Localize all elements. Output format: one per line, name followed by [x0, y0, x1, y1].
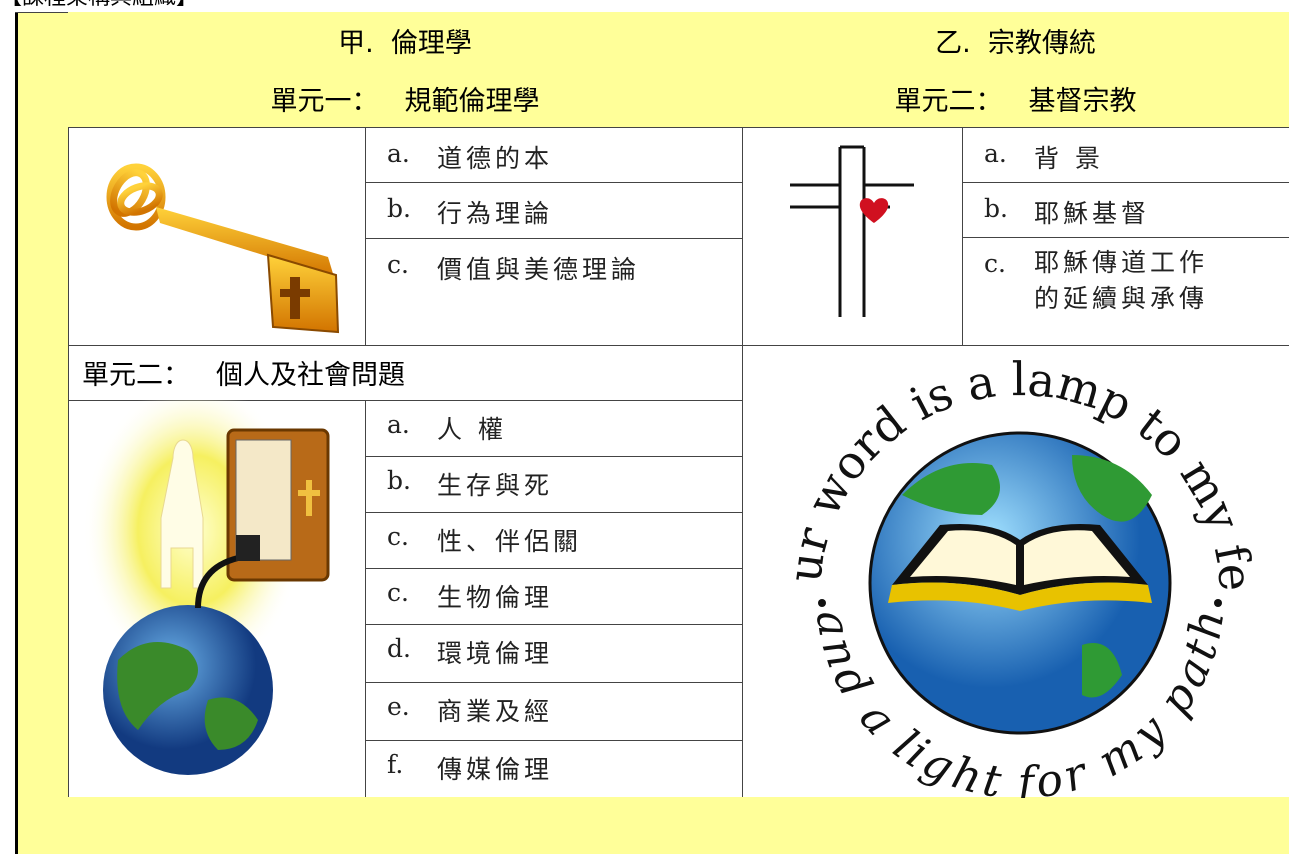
- section-heading: 乙. 宗教傳統: [742, 12, 1289, 70]
- item-letter: b.: [387, 194, 411, 223]
- item: c. 性、伴侶關: [365, 512, 743, 569]
- unit-name: 個人及社會問題: [216, 360, 405, 391]
- item-text: 人 權: [437, 415, 507, 444]
- item: a. 道德的本: [365, 127, 743, 183]
- item-text: 生物倫理: [437, 583, 554, 612]
- page-title: 【課程架構與組織】: [0, 0, 198, 10]
- item-text: 性、伴侶關: [437, 527, 583, 556]
- item: f. 傳媒倫理: [365, 740, 743, 798]
- left-margin: [15, 12, 69, 854]
- section-heading: 甲. 倫理學: [68, 12, 743, 70]
- item-letter: b.: [387, 466, 411, 495]
- item-letter: c.: [387, 522, 409, 551]
- item: b. 行為理論: [365, 182, 743, 239]
- item: e. 商業及經: [365, 682, 743, 741]
- footer-row: [68, 797, 1289, 854]
- unit-name: 規範倫理學: [404, 85, 540, 117]
- item-letter: e.: [387, 692, 410, 721]
- person-outlet-icon: [83, 400, 330, 775]
- item: d. 環境倫理: [365, 624, 743, 683]
- key-icon: [106, 163, 340, 334]
- unit-heading: 單元二： 個人及社會問題: [68, 345, 743, 401]
- item: b. 耶穌基督: [962, 182, 1289, 238]
- unit-heading: 單元一： 規範倫理學: [68, 69, 743, 128]
- item: a. 人 權: [365, 400, 743, 457]
- item: c. 生物倫理: [365, 568, 743, 625]
- item-text: 傳媒倫理: [437, 755, 554, 784]
- item-text: 行為理論: [437, 199, 554, 228]
- item-letter: b.: [984, 194, 1008, 223]
- unit-name: 基督宗教: [1028, 85, 1137, 117]
- image-cell: [742, 127, 963, 346]
- item-text: 價值與美德理論: [437, 255, 641, 284]
- item-letter: d.: [387, 634, 411, 663]
- item: b. 生存與死: [365, 456, 743, 513]
- item-letter: a.: [387, 410, 410, 439]
- emblem: Your word is a lamp to my feet and a lig…: [742, 345, 1263, 798]
- cross-icon: [790, 145, 914, 317]
- item-text: 商業及經: [437, 697, 554, 726]
- item: c. 價值與美德理論: [365, 238, 743, 346]
- item-text: 耶穌傳道工作的延續與承傳: [1034, 248, 1209, 313]
- item-letter: a.: [387, 139, 410, 168]
- item: c. 耶穌傳道工作的延續與承傳: [962, 237, 1289, 346]
- item-text: 生存與死: [437, 471, 554, 500]
- item-letter: c.: [387, 250, 409, 279]
- image-cell: [68, 127, 366, 346]
- item-text: 環境倫理: [437, 639, 554, 668]
- unit-heading: 單元二： 基督宗教: [742, 69, 1289, 128]
- unit-label: 單元一：: [270, 85, 379, 117]
- item: a. 背 景: [962, 127, 1289, 183]
- item-text: 背 景: [1034, 144, 1104, 173]
- unit-label: 單元二：: [82, 360, 190, 391]
- item-text: 道德的本: [437, 144, 554, 173]
- item-letter: f.: [387, 750, 404, 779]
- item-text: 耶穌基督: [1034, 199, 1151, 228]
- item-letter: c.: [984, 249, 1006, 278]
- item-letter: c.: [387, 578, 409, 607]
- unit-label: 單元二：: [894, 85, 1003, 117]
- item-letter: a.: [984, 139, 1007, 168]
